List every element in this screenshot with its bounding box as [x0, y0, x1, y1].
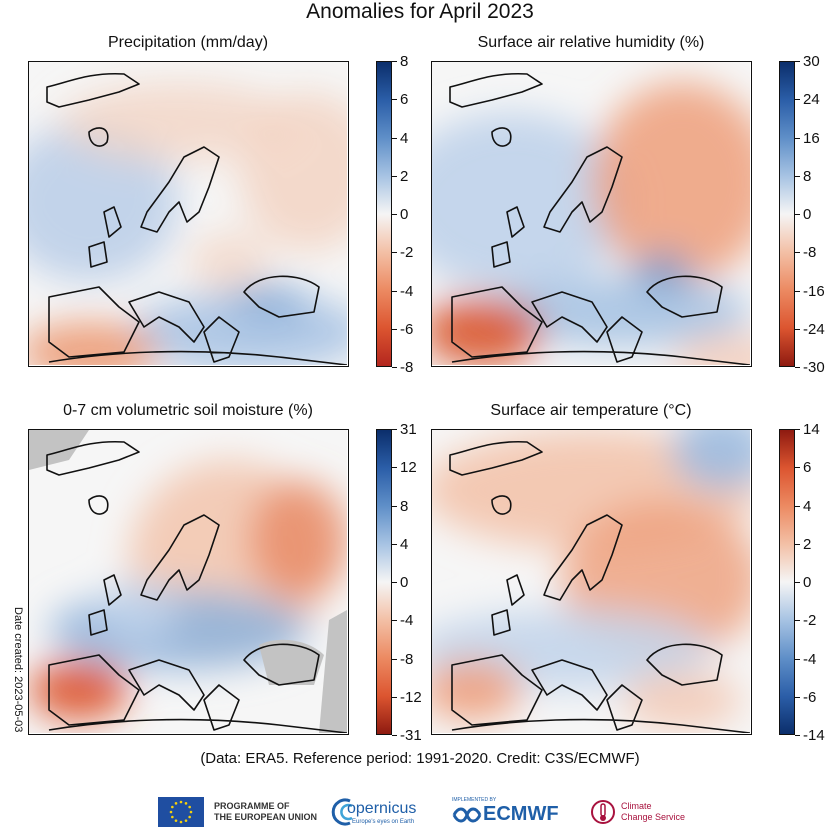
map-soil-moisture [28, 429, 349, 735]
colorbar-tick-label: -4 [794, 650, 817, 668]
colorbar-tick-label: 2 [794, 535, 812, 553]
colorbar-tick-label: -14 [795, 727, 825, 744]
coastline [46, 440, 347, 733]
anomaly-field-region [99, 580, 179, 640]
ecmwf-wordmark: ECMWF [483, 803, 559, 825]
colorbar-tick-label: -8 [391, 650, 414, 668]
eu-star-icon [189, 810, 193, 814]
colorbar-tick-label: -8 [794, 244, 817, 262]
map-humidity [431, 61, 752, 367]
copernicus-wordmark: opernicus [347, 800, 417, 817]
colorbar-tick-label: -12 [392, 688, 422, 706]
eu-flag-logo [158, 797, 204, 827]
colorbar-tick-label: -8 [391, 359, 414, 376]
no-data-mask [29, 430, 347, 733]
anomaly-field-region [632, 252, 692, 292]
colorbar-tick-label: 12 [392, 459, 417, 477]
colorbar-soil-moisture [376, 429, 392, 735]
eu-programme-text: PROGRAMME OF THE EUROPEAN UNION [214, 801, 318, 822]
coastline [449, 440, 750, 733]
ecmwf-implemented-by: IMPLEMENTED BY [452, 797, 497, 803]
anomaly-field-region [432, 660, 522, 720]
anomaly-field-region [229, 282, 309, 322]
eu-star-icon [179, 820, 183, 824]
anomaly-field-region [672, 332, 750, 365]
map-temperature [431, 429, 752, 735]
colorbar-precipitation [376, 61, 392, 367]
copernicus-logo-mark [330, 797, 364, 827]
credits: (Data: ERA5. Reference period: 1991-2020… [200, 750, 640, 767]
eu-star-icon [184, 802, 188, 805]
anomaly-field-region [249, 480, 347, 600]
colorbar-tick-label: -24 [795, 320, 825, 338]
colorbar-tick-label: 4 [391, 535, 409, 553]
eu-star-icon [179, 800, 183, 804]
eu-stars-icon [169, 800, 193, 824]
colorbar-tick-label: -30 [795, 359, 825, 376]
colorbar-tick-label: -6 [794, 688, 817, 706]
colorbar-tick-label: 0 [391, 206, 409, 223]
coastline [449, 72, 750, 365]
colorbar-tick-label: -2 [391, 244, 414, 262]
colorbar-tick-label: -16 [795, 282, 825, 300]
anomaly-field-region [29, 122, 179, 282]
colorbar-tick-label: -6 [391, 320, 414, 338]
anomaly-field-region [29, 660, 129, 720]
colorbar-tick-label: 8 [391, 497, 409, 515]
colorbar-tick-label: 4 [391, 129, 409, 147]
eu-star-icon [188, 805, 191, 809]
eu-star-icon [188, 815, 191, 819]
colorbar-tick-label: 6 [794, 459, 812, 477]
page-title: Anomalies for April 2023 [306, 0, 534, 23]
ecmwf-symbol-icon [452, 806, 482, 824]
eu-star-icon [169, 810, 173, 814]
colorbar-temperature [779, 429, 795, 735]
colorbar-tick-label: -4 [391, 282, 414, 300]
coastline [46, 72, 347, 365]
climate-change-text: Climate Change Service [621, 801, 686, 822]
colorbar-tick-label: 0 [794, 574, 812, 591]
eu-star-icon [174, 819, 178, 822]
panel-title-soil-moisture: 0-7 cm volumetric soil moisture (%) [63, 402, 313, 419]
climate-change-logo-mark [590, 797, 616, 827]
colorbar-tick-label: 0 [794, 206, 812, 223]
anomaly-field-region [672, 430, 750, 490]
colorbar-tick-label: 2 [391, 167, 409, 185]
eu-star-icon [171, 805, 174, 809]
colorbar-tick-label: 4 [794, 497, 812, 515]
eu-star-icon [174, 802, 178, 805]
colorbar-tick-label: -4 [391, 612, 414, 630]
anomaly-field-region [59, 82, 299, 162]
colorbar-humidity [779, 61, 795, 367]
panel-title-humidity: Surface air relative humidity (%) [477, 34, 705, 51]
colorbar-tick-label: 31 [392, 421, 417, 438]
colorbar-tick-label: 6 [391, 91, 409, 109]
anomaly-field-region [29, 322, 159, 365]
colorbar-tick-label: 24 [795, 91, 820, 109]
date-created: Date created: 2023-05-03 [12, 607, 24, 733]
eu-star-icon [184, 819, 188, 822]
colorbar-tick-label: 8 [391, 53, 409, 70]
panel-title-temperature: Surface air temperature (°C) [490, 402, 692, 419]
colorbar-tick-label: -31 [392, 727, 422, 744]
anomaly-field-region [622, 670, 742, 730]
colorbar-tick-label: 16 [795, 129, 820, 147]
colorbar-tick-label: 8 [794, 167, 812, 185]
colorbar-tick-label: -2 [794, 612, 817, 630]
anomaly-field-region [432, 112, 632, 292]
copernicus-tagline: Europe's eyes on Earth [352, 819, 415, 825]
anomaly-field-region [189, 232, 269, 292]
panel-title-precipitation: Precipitation (mm/day) [107, 34, 269, 51]
colorbar-tick-label: 30 [795, 53, 820, 70]
colorbar-tick-label: 14 [795, 421, 820, 438]
eu-star-icon [171, 815, 174, 819]
map-precipitation [28, 61, 349, 367]
anomaly-field-region [592, 82, 750, 282]
colorbar-tick-label: 0 [391, 574, 409, 591]
